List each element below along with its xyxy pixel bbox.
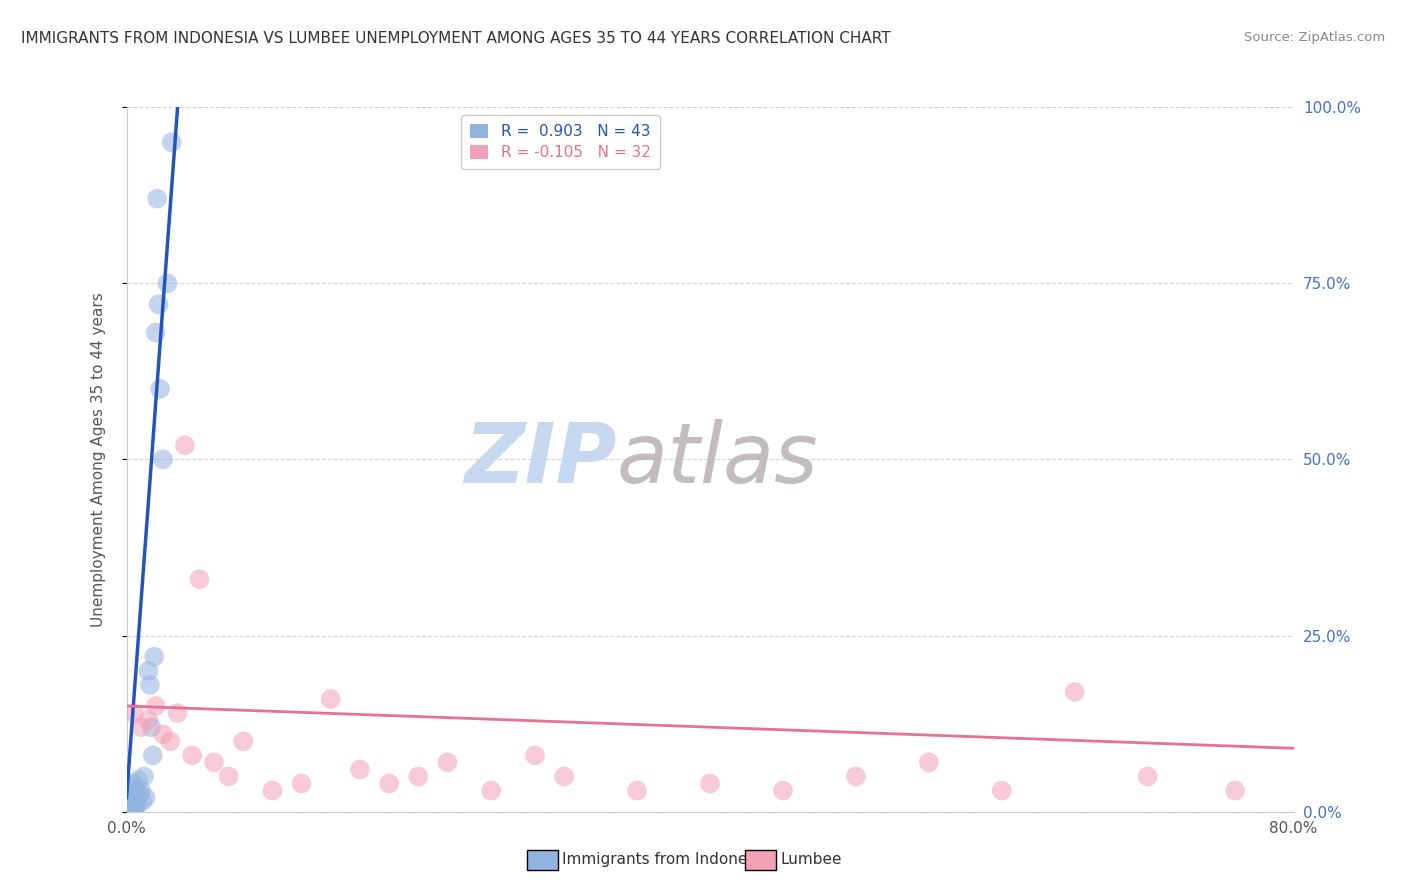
Point (124, 783, 146, 797)
Text: atlas: atlas (617, 419, 818, 500)
Point (141, 720, 163, 734)
Point (117, 797, 139, 812)
Text: IMMIGRANTS FROM INDONESIA VS LUMBEE UNEMPLOYMENT AMONG AGES 35 TO 44 YEARS CORRE: IMMIGRANTS FROM INDONESIA VS LUMBEE UNEM… (21, 31, 891, 46)
Point (156, 276, 179, 290)
Point (143, 649, 166, 664)
Point (118, 801, 141, 815)
Point (125, 790, 148, 805)
Point (117, 790, 139, 805)
Point (159, 734, 181, 748)
Point (122, 797, 145, 812)
Text: Lumbee: Lumbee (780, 853, 842, 867)
Point (121, 801, 143, 815)
Text: Immigrants from Indonesia: Immigrants from Indonesia (562, 853, 769, 867)
Point (124, 794, 146, 808)
Point (145, 699, 167, 714)
Point (626, 783, 648, 797)
Point (524, 748, 547, 763)
Point (118, 794, 141, 808)
Point (122, 801, 145, 815)
Point (1063, 685, 1085, 699)
Point (152, 452, 174, 467)
Text: ZIP: ZIP (464, 419, 617, 500)
Point (128, 787, 150, 801)
Point (118, 801, 141, 815)
Point (121, 780, 143, 794)
Text: Source: ZipAtlas.com: Source: ZipAtlas.com (1244, 31, 1385, 45)
Legend: R =  0.903   N = 43, R = -0.105   N = 32: R = 0.903 N = 43, R = -0.105 N = 32 (461, 115, 659, 169)
Point (436, 756, 458, 770)
Point (121, 794, 143, 808)
Point (122, 776, 145, 790)
Y-axis label: Unemployment Among Ages 35 to 44 years: Unemployment Among Ages 35 to 44 years (91, 292, 105, 627)
Point (160, 135, 183, 149)
Point (408, 769, 430, 784)
Point (479, 783, 502, 797)
Point (990, 783, 1012, 797)
Point (131, 794, 153, 808)
Point (349, 763, 371, 777)
Point (129, 783, 152, 797)
Point (120, 783, 142, 797)
Point (134, 790, 156, 805)
Point (218, 769, 240, 784)
Point (699, 776, 721, 790)
Point (120, 801, 142, 815)
Point (120, 790, 142, 805)
Point (1223, 783, 1247, 797)
Point (118, 787, 141, 801)
Point (121, 787, 143, 801)
Point (138, 664, 160, 678)
Point (120, 797, 142, 812)
Point (232, 734, 254, 748)
Point (918, 756, 941, 770)
Point (181, 748, 204, 763)
Point (149, 382, 172, 396)
Point (772, 783, 794, 797)
Point (174, 438, 197, 452)
Point (146, 192, 169, 206)
Point (124, 801, 146, 815)
Point (132, 769, 155, 784)
Point (202, 756, 225, 770)
Point (142, 748, 165, 763)
Point (290, 776, 312, 790)
Point (145, 326, 167, 340)
Point (129, 720, 152, 734)
Point (118, 797, 141, 812)
Point (845, 769, 868, 784)
Point (553, 769, 575, 784)
Point (125, 797, 148, 812)
Point (138, 713, 160, 727)
Point (117, 801, 139, 815)
Point (127, 772, 149, 787)
Point (139, 678, 162, 692)
Point (188, 572, 211, 586)
Point (1136, 769, 1159, 784)
Point (152, 727, 174, 741)
Point (166, 706, 188, 720)
Point (262, 783, 284, 797)
Point (319, 692, 342, 706)
Point (148, 297, 170, 311)
Point (120, 794, 142, 808)
Point (378, 776, 401, 790)
Point (122, 706, 145, 720)
